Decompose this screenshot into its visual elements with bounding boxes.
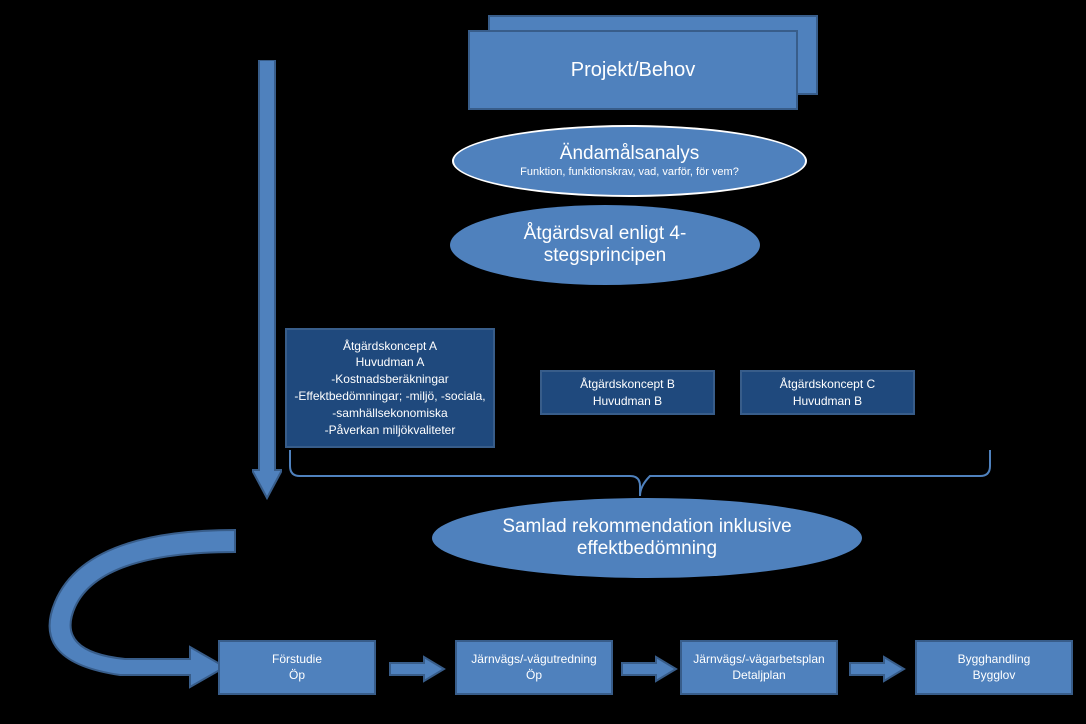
forstudie-line-1: Öp — [289, 668, 305, 684]
projekt-behov-box: Projekt/Behov — [468, 30, 798, 110]
arrow-3 — [848, 655, 906, 683]
jarnvags-utredning-line-0: Järnvägs/-vägutredning — [471, 652, 596, 668]
koncept-a-line-1: Huvudman A — [356, 354, 425, 371]
arrow-1 — [388, 655, 446, 683]
jarnvags-utredning-box: Järnvägs/-vägutredning Öp — [455, 640, 613, 695]
atgardsval-ellipse: Åtgärdsval enligt 4-stegsprincipen — [450, 205, 760, 285]
koncept-a-box: Åtgärdskoncept A Huvudman A -Kostnadsber… — [285, 328, 495, 448]
samlad-title: Samlad rekommendation inklusive effektbe… — [472, 516, 822, 560]
koncept-c-line-0: Åtgärdskoncept C — [780, 376, 875, 393]
koncept-b-line-1: Huvudman B — [593, 393, 662, 410]
koncept-b-box: Åtgärdskoncept B Huvudman B — [540, 370, 715, 415]
forstudie-box: Förstudie Öp — [218, 640, 376, 695]
atgardsval-title: Åtgärdsval enligt 4-stegsprincipen — [490, 223, 720, 267]
koncept-b-line-0: Åtgärdskoncept B — [580, 376, 675, 393]
koncept-a-line-4: -Påverkan miljökvaliteter — [325, 422, 456, 439]
bygghandling-line-0: Bygghandling — [958, 652, 1031, 668]
jarnvags-arbetsplan-line-0: Järnvägs/-vägarbetsplan — [693, 652, 824, 668]
jarnvags-utredning-line-1: Öp — [526, 668, 542, 684]
vertical-down-arrow — [252, 60, 282, 500]
koncept-c-box: Åtgärdskoncept C Huvudman B — [740, 370, 915, 415]
bygghandling-line-1: Bygglov — [973, 668, 1016, 684]
jarnvags-arbetsplan-line-1: Detaljplan — [732, 668, 785, 684]
jarnvags-arbetsplan-box: Järnvägs/-vägarbetsplan Detaljplan — [680, 640, 838, 695]
projekt-behov-label: Projekt/Behov — [571, 59, 696, 82]
koncept-a-line-0: Åtgärdskoncept A — [343, 338, 437, 355]
koncept-c-line-1: Huvudman B — [793, 393, 862, 410]
andamalsanalys-ellipse: Ändamålsanalys Funktion, funktionskrav, … — [452, 125, 807, 197]
bracket-connector — [285, 448, 995, 500]
andamalsanalys-title: Ändamålsanalys — [560, 143, 699, 165]
koncept-a-line-2: -Kostnadsberäkningar — [331, 371, 448, 388]
andamalsanalys-subtitle: Funktion, funktionskrav, vad, varför, fö… — [520, 165, 739, 179]
curved-arrow — [30, 527, 240, 702]
forstudie-line-0: Förstudie — [272, 652, 322, 668]
samlad-ellipse: Samlad rekommendation inklusive effektbe… — [432, 498, 862, 578]
arrow-2 — [620, 655, 678, 683]
bygghandling-box: Bygghandling Bygglov — [915, 640, 1073, 695]
koncept-a-line-3: -Effektbedömningar; -miljö, -sociala, -s… — [291, 388, 489, 422]
